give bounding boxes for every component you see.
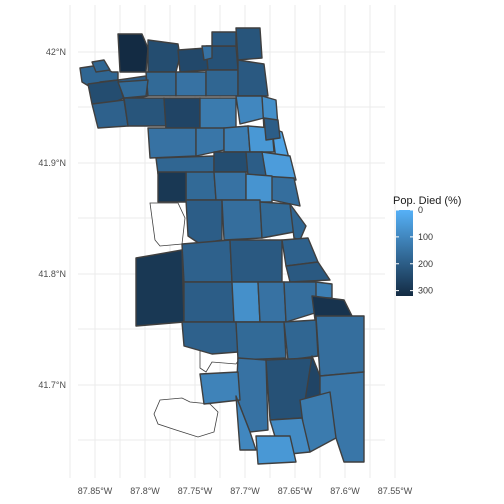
community-area [289, 203, 307, 241]
community-areas [79, 27, 365, 465]
community-area [211, 31, 237, 47]
no-data-areas [149, 202, 245, 438]
legend-tick-label: 200 [418, 259, 433, 269]
community-area [91, 59, 111, 73]
community-area [117, 33, 149, 73]
community-area [221, 199, 263, 241]
community-area [245, 151, 267, 177]
no-data-area [149, 202, 186, 247]
community-area [117, 79, 149, 99]
community-area [259, 201, 295, 239]
community-area [235, 395, 257, 451]
x-tick-label: 87.65°W [278, 486, 313, 496]
x-tick-label: 87.55°W [378, 486, 413, 496]
community-area [185, 199, 223, 245]
community-area [235, 95, 265, 125]
community-area [245, 173, 273, 203]
community-area [163, 97, 201, 131]
community-area [205, 69, 239, 97]
community-area [283, 319, 319, 361]
legend: Pop. Died (%) 0 100 200 300 [393, 195, 461, 296]
community-area [123, 97, 167, 127]
x-tick-label: 87.7°W [230, 486, 260, 496]
community-area [145, 71, 177, 97]
y-tick-label: 41.9°N [38, 158, 66, 168]
community-area [147, 39, 181, 73]
community-area [281, 237, 319, 267]
community-area [181, 321, 239, 355]
community-area [157, 171, 187, 203]
y-tick-label: 41.8°N [38, 269, 66, 279]
no-data-area [153, 397, 219, 438]
community-area [183, 281, 235, 323]
y-tick-label: 42°N [46, 47, 66, 57]
community-area [91, 99, 129, 129]
community-area [199, 371, 241, 405]
y-tick-label: 41.7°N [38, 380, 66, 390]
community-area [235, 321, 287, 361]
community-area [175, 71, 207, 97]
community-area [255, 435, 297, 465]
y-axis-ticks: 42°N 41.9°N 41.8°N 41.7°N [38, 47, 66, 390]
community-area [185, 171, 217, 201]
community-area [263, 117, 281, 141]
community-area [235, 27, 263, 61]
community-area [229, 239, 283, 283]
community-area [201, 45, 213, 61]
x-axis-ticks: 87.85°W 87.8°W 87.75°W 87.7°W 87.65°W 87.6°W 8… [78, 486, 413, 496]
community-area [135, 249, 185, 327]
x-tick-label: 87.8°W [130, 486, 160, 496]
community-area [257, 281, 287, 323]
legend-tick-label: 0 [418, 205, 423, 215]
community-area [285, 261, 331, 283]
legend-colorbar [396, 210, 413, 296]
legend-tick-label: 100 [418, 232, 433, 242]
community-area [237, 59, 269, 97]
community-area [315, 315, 365, 377]
x-tick-label: 87.75°W [178, 486, 213, 496]
community-area [231, 281, 261, 323]
community-area [147, 127, 197, 159]
community-area [213, 171, 247, 201]
legend-tick-label: 300 [418, 286, 433, 296]
x-tick-label: 87.6°W [330, 486, 360, 496]
legend-ticks: 0 100 200 300 [396, 205, 433, 296]
x-tick-label: 87.85°W [78, 486, 113, 496]
community-area [181, 239, 233, 283]
community-area [315, 281, 333, 299]
community-area [223, 125, 251, 153]
community-area [199, 97, 237, 131]
community-area [213, 151, 249, 173]
legend-title: Pop. Died (%) [393, 195, 461, 207]
